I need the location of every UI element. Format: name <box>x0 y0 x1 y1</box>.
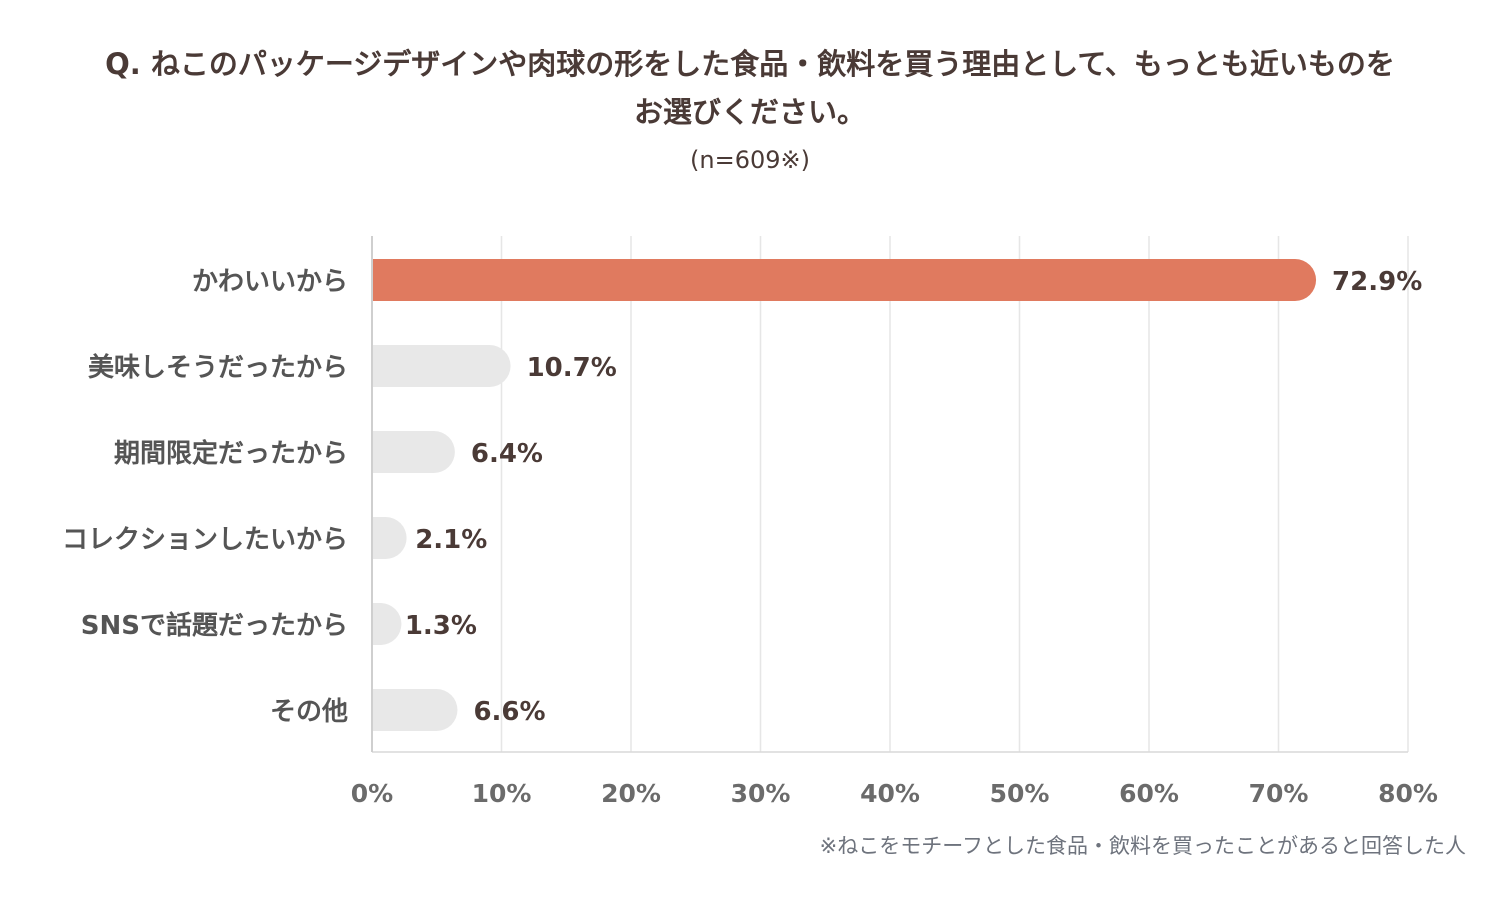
chart-title-line-2: お選びください。 <box>633 95 866 129</box>
x-tick-label: 80% <box>1378 779 1438 808</box>
bar-1 <box>372 345 511 387</box>
value-label: 10.7% <box>527 353 617 383</box>
category-label: かわいいから <box>192 267 348 297</box>
x-tick-label: 30% <box>731 779 791 808</box>
x-tick-label: 40% <box>860 779 920 808</box>
category-label: 期間限定だったから <box>114 438 348 469</box>
bar-3 <box>372 517 407 559</box>
category-label: その他 <box>270 697 348 727</box>
value-label: 72.9% <box>1332 267 1422 297</box>
x-tick-label: 60% <box>1119 779 1179 808</box>
chart-title-line-1: Q. ねこのパッケージデザインや肉球の形をした食品・飲料を買う理由として、もっと… <box>105 47 1395 81</box>
x-tick-label: 20% <box>601 779 661 808</box>
value-label: 6.4% <box>471 439 543 469</box>
value-label: 2.1% <box>415 525 487 555</box>
category-label: コレクションしたいから <box>62 525 348 555</box>
bar-2 <box>372 431 455 473</box>
value-label: 6.6% <box>473 697 545 727</box>
x-tick-label: 0% <box>351 779 393 808</box>
x-tick-label: 70% <box>1249 779 1309 808</box>
footnote: ※ねこをモチーフとした食品・飲料を買ったことがあると回答した人 <box>819 834 1466 858</box>
sample-size-note: (n=609※) <box>690 146 810 174</box>
bar-4 <box>372 603 402 645</box>
chart-title: Q. ねこのパッケージデザインや肉球の形をした食品・飲料を買う理由として、もっと… <box>0 40 1500 136</box>
value-label: 1.3% <box>405 611 477 641</box>
x-tick-label: 10% <box>472 779 532 808</box>
x-tick-label: 50% <box>990 779 1050 808</box>
category-label: 美味しそうだったから <box>88 352 348 383</box>
category-label: SNSで話題だったから <box>81 610 348 641</box>
bar-0 <box>372 259 1317 301</box>
bar-5 <box>372 689 458 731</box>
